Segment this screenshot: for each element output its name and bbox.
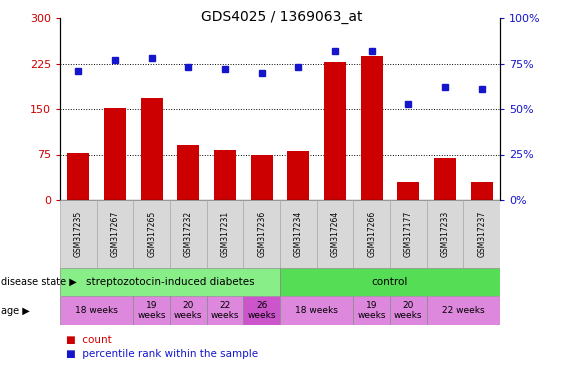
- Bar: [133, 200, 170, 268]
- Bar: [177, 146, 199, 200]
- Bar: [397, 182, 419, 200]
- Bar: [60, 268, 280, 296]
- Text: 18 weeks: 18 weeks: [75, 306, 118, 315]
- Text: GSM317266: GSM317266: [367, 211, 376, 257]
- Text: 22
weeks: 22 weeks: [211, 301, 239, 320]
- Bar: [361, 56, 383, 200]
- Bar: [287, 151, 309, 200]
- Bar: [280, 200, 316, 268]
- Text: GSM317231: GSM317231: [221, 211, 230, 257]
- Bar: [463, 200, 500, 268]
- Text: GSM317264: GSM317264: [330, 211, 339, 257]
- Bar: [214, 150, 236, 200]
- Text: GSM317235: GSM317235: [74, 211, 83, 257]
- Text: GSM317234: GSM317234: [294, 211, 303, 257]
- Bar: [60, 200, 97, 268]
- Text: ■  count: ■ count: [66, 335, 111, 345]
- Bar: [251, 154, 272, 200]
- Text: streptozotocin-induced diabetes: streptozotocin-induced diabetes: [86, 277, 254, 287]
- Bar: [170, 200, 207, 268]
- Bar: [243, 200, 280, 268]
- Text: GSM317232: GSM317232: [184, 211, 193, 257]
- Bar: [104, 108, 126, 200]
- Bar: [243, 296, 280, 325]
- Bar: [390, 200, 427, 268]
- Bar: [280, 268, 500, 296]
- Text: GSM317236: GSM317236: [257, 211, 266, 257]
- Text: 19
weeks: 19 weeks: [137, 301, 166, 320]
- Text: control: control: [372, 277, 408, 287]
- Bar: [207, 296, 243, 325]
- Bar: [97, 200, 133, 268]
- Text: 20
weeks: 20 weeks: [394, 301, 423, 320]
- Bar: [354, 200, 390, 268]
- Bar: [68, 153, 90, 200]
- Text: GSM317237: GSM317237: [477, 211, 486, 257]
- Bar: [427, 296, 500, 325]
- Text: 19
weeks: 19 weeks: [358, 301, 386, 320]
- Bar: [207, 200, 243, 268]
- Text: GSM317265: GSM317265: [147, 211, 156, 257]
- Text: disease state ▶: disease state ▶: [1, 277, 77, 287]
- Text: 20
weeks: 20 weeks: [174, 301, 203, 320]
- Bar: [354, 296, 390, 325]
- Bar: [170, 296, 207, 325]
- Text: ■  percentile rank within the sample: ■ percentile rank within the sample: [66, 349, 258, 359]
- Text: 26
weeks: 26 weeks: [247, 301, 276, 320]
- Text: GSM317233: GSM317233: [440, 211, 449, 257]
- Text: GDS4025 / 1369063_at: GDS4025 / 1369063_at: [201, 10, 362, 24]
- Text: 22 weeks: 22 weeks: [442, 306, 485, 315]
- Bar: [471, 182, 493, 200]
- Text: 18 weeks: 18 weeks: [295, 306, 338, 315]
- Bar: [141, 98, 163, 200]
- Bar: [324, 62, 346, 200]
- Text: GSM317177: GSM317177: [404, 211, 413, 257]
- Bar: [434, 157, 456, 200]
- Bar: [60, 296, 133, 325]
- Bar: [133, 296, 170, 325]
- Bar: [390, 296, 427, 325]
- Bar: [280, 296, 354, 325]
- Text: age ▶: age ▶: [1, 306, 30, 316]
- Bar: [427, 200, 463, 268]
- Text: GSM317267: GSM317267: [110, 211, 119, 257]
- Bar: [316, 200, 354, 268]
